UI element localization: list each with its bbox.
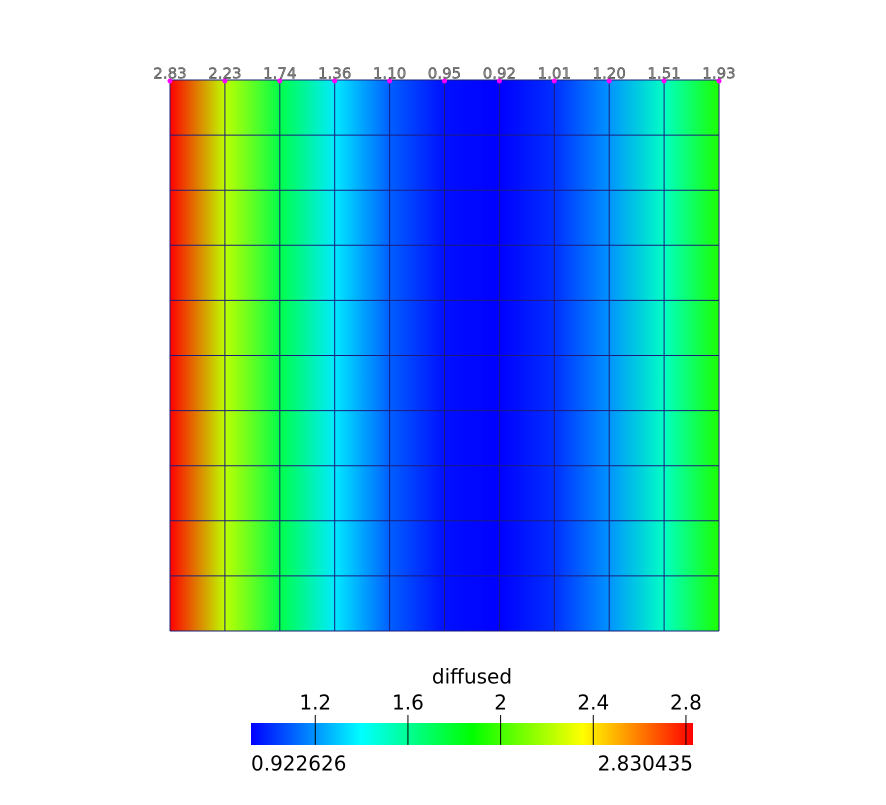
node-marker <box>661 78 667 84</box>
node-marker <box>167 78 173 84</box>
node-label: 1.93 <box>702 65 735 83</box>
node-label: 2.23 <box>208 65 241 83</box>
colorbar-tick-label: 2.8 <box>670 691 702 715</box>
colorbar-tick-label: 1.6 <box>392 691 424 715</box>
node-marker <box>222 78 228 84</box>
node-marker <box>277 78 283 84</box>
node-marker <box>606 78 612 84</box>
node-label: 0.92 <box>483 65 516 83</box>
node-label: 0.95 <box>428 65 461 83</box>
colorbar-tick-label: 2 <box>494 691 507 715</box>
node-label: 1.01 <box>538 65 571 83</box>
colorbar-tick-label: 1.2 <box>299 691 331 715</box>
node-marker <box>496 78 502 84</box>
colorbar-title: diffused <box>432 665 512 689</box>
node-label: 1.36 <box>318 65 351 83</box>
node-label: 1.51 <box>647 65 680 83</box>
node-label: 1.20 <box>592 65 625 83</box>
node-marker <box>551 78 557 84</box>
node-marker <box>716 78 722 84</box>
colorbar-max-label: 2.830435 <box>598 752 693 776</box>
node-label: 1.74 <box>263 65 296 83</box>
node-marker <box>332 78 338 84</box>
node-marker <box>387 78 393 84</box>
node-label: 2.83 <box>153 65 186 83</box>
colorbar-min-label: 0.922626 <box>251 752 346 776</box>
node-label: 1.10 <box>373 65 406 83</box>
colorbar-tick-label: 2.4 <box>577 691 609 715</box>
colorbar <box>251 723 693 745</box>
node-marker <box>442 78 447 84</box>
